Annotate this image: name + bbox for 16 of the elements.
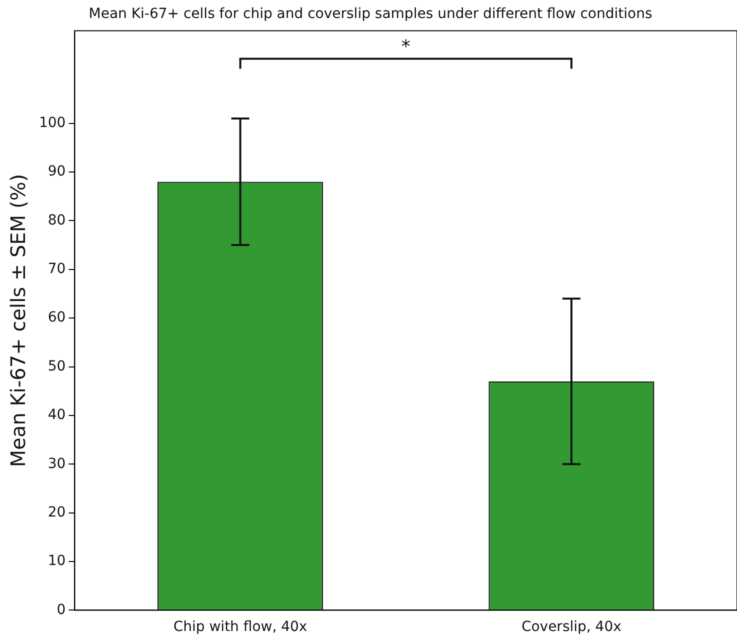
y-tick-label: 50 (48, 358, 66, 374)
x-tick-label: Coverslip, 40x (521, 619, 622, 636)
y-tick-label: 0 (56, 602, 66, 618)
y-tick-label: 40 (48, 407, 66, 424)
y-tick-label: 30 (48, 456, 66, 472)
y-tick-label: 90 (48, 164, 66, 180)
y-tick-label: 70 (48, 261, 66, 278)
annotation: * (401, 36, 410, 58)
y-tick-label: 80 (48, 212, 66, 228)
y-tick-label: 20 (48, 504, 66, 520)
chart-title: Mean Ki-67+ cells for chip and coverslip samples under different flow conditions (88, 6, 652, 22)
y-tick-label: 60 (48, 310, 66, 326)
x-tick-label: Chip with flow, 40x (173, 619, 308, 636)
y-tick-label: 100 (38, 114, 66, 131)
y-tick-label: 10 (48, 553, 66, 570)
y-axis-title: Mean Ki-67+ cells ± SEM (%) (6, 174, 30, 468)
